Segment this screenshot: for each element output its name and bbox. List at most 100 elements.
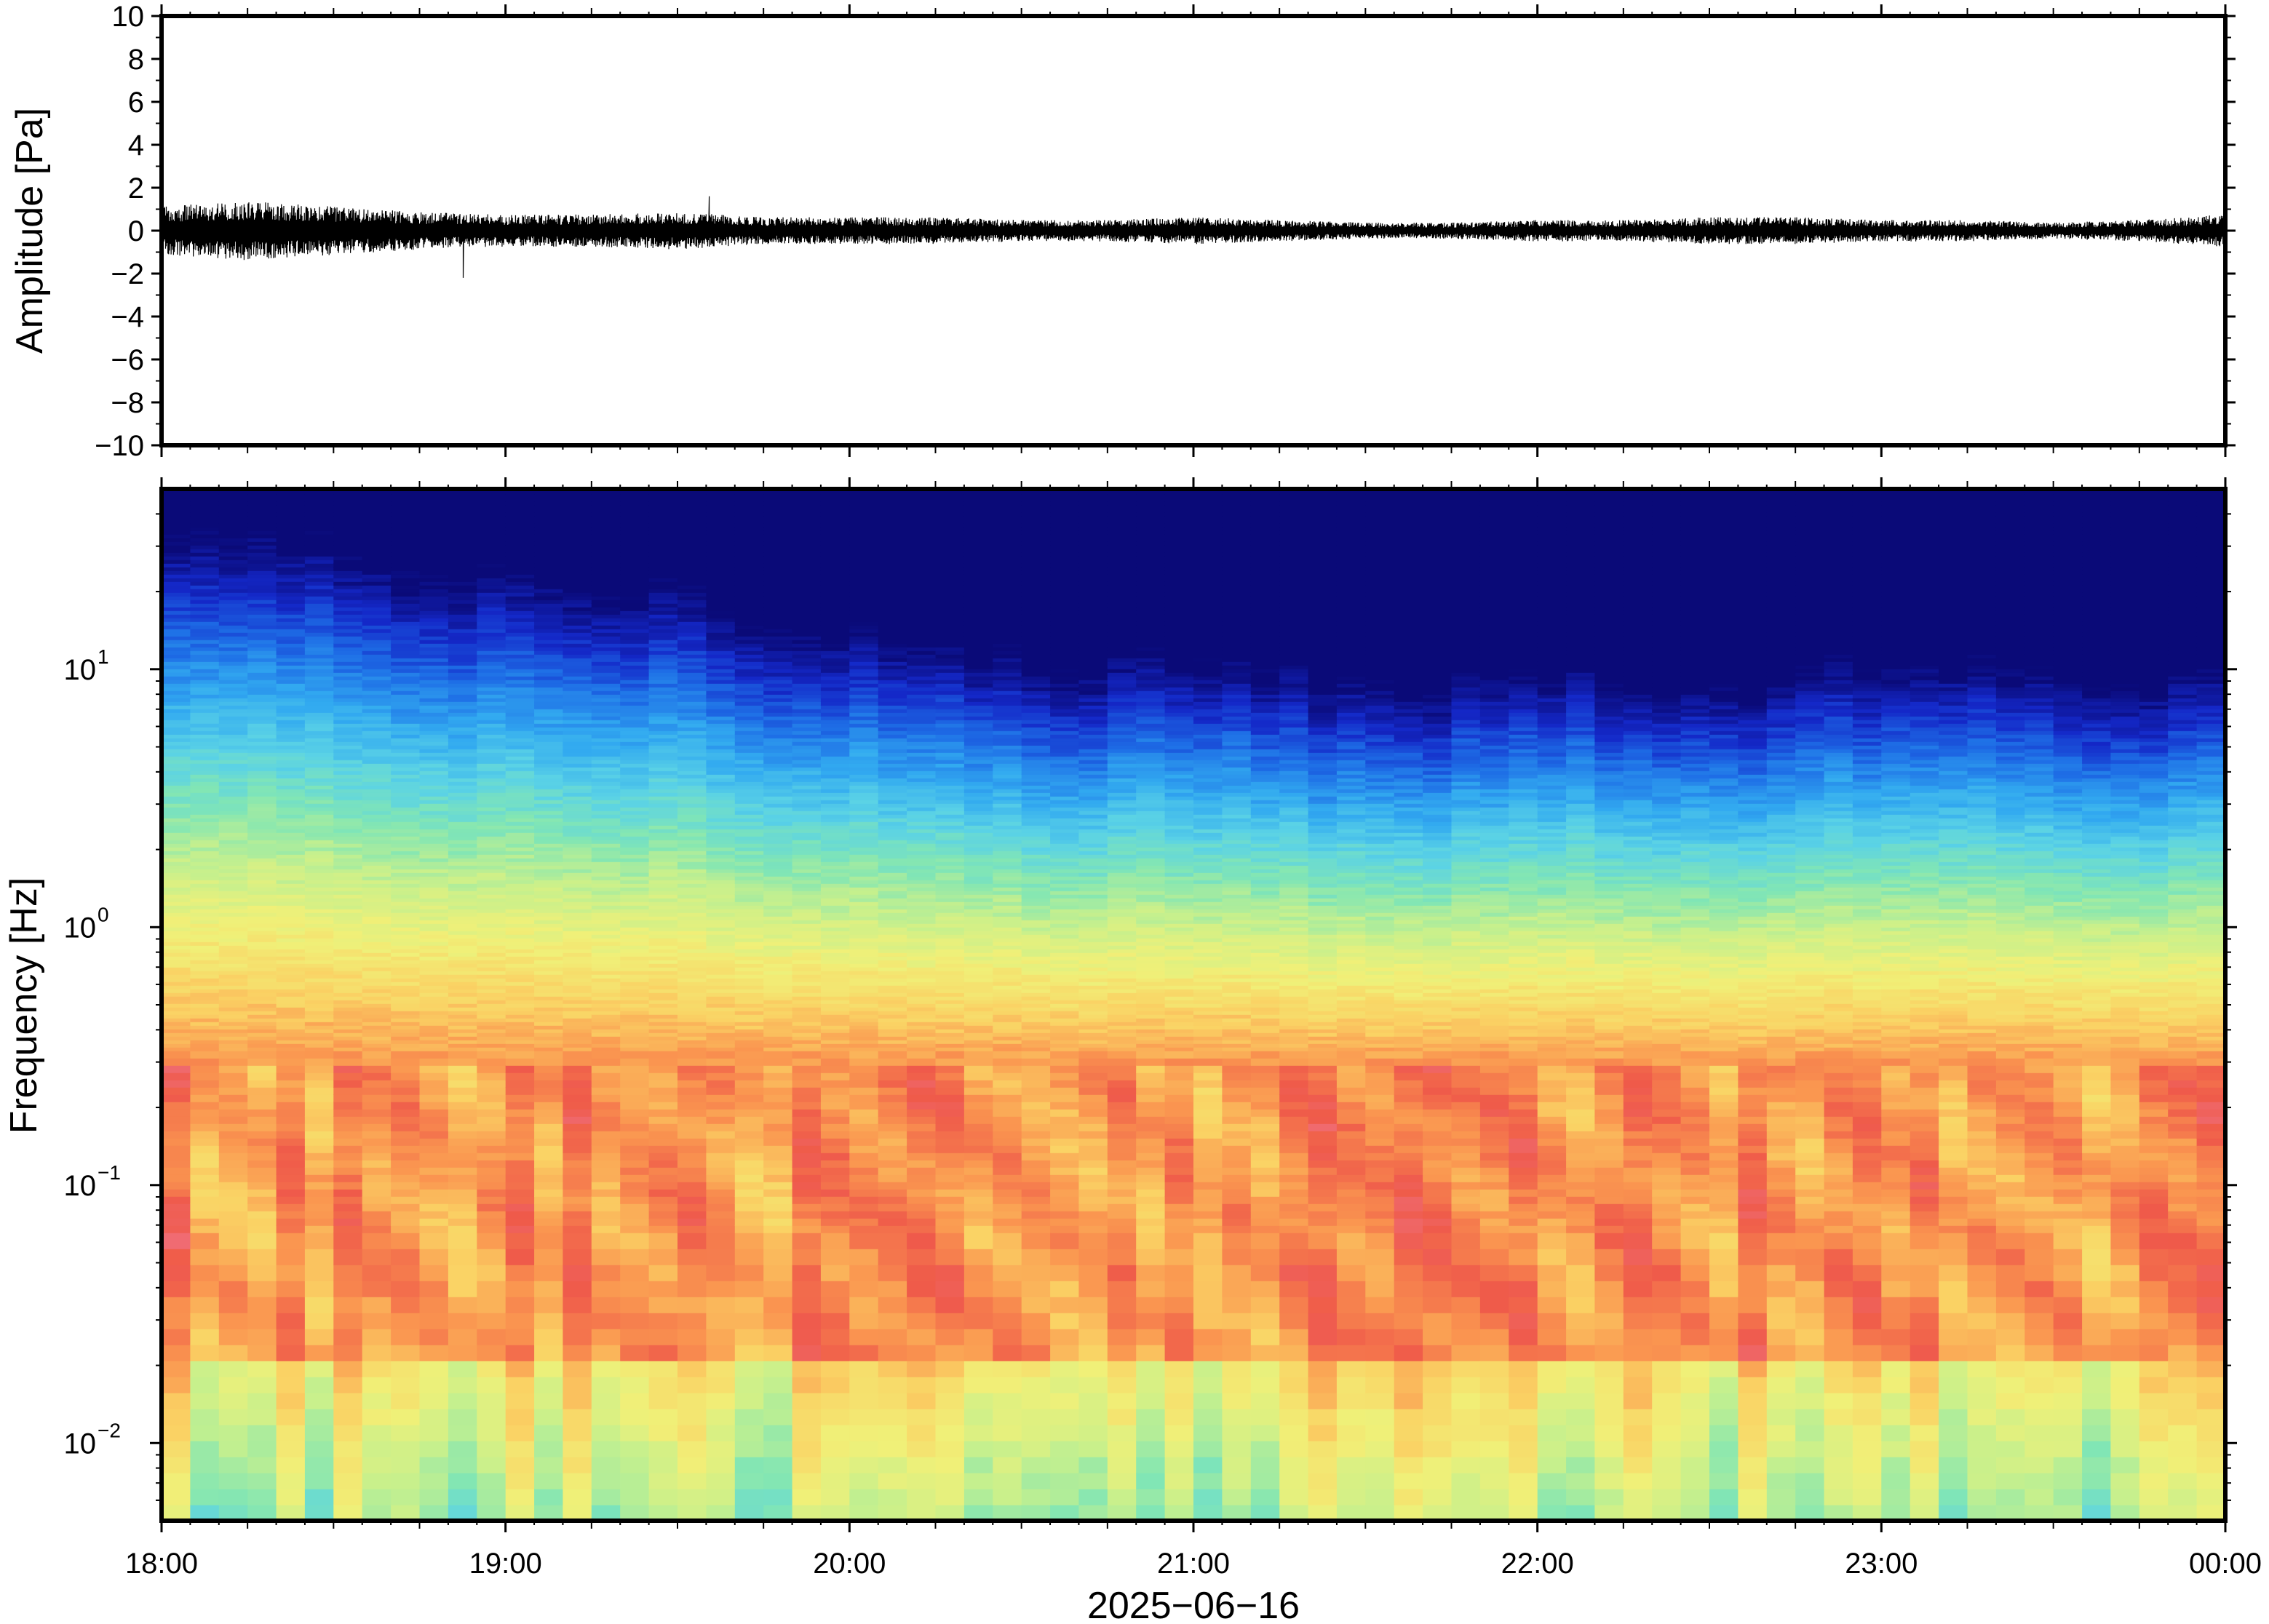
spectrogram-cell — [162, 938, 191, 942]
spectrogram-cell — [219, 960, 248, 964]
spectrogram-cell — [506, 814, 535, 819]
spectrogram-cell — [792, 509, 822, 513]
spectrogram-cell — [821, 1233, 850, 1249]
spectrogram-cell — [563, 1029, 592, 1033]
spectrogram-cell — [219, 836, 248, 840]
spectrogram-cell — [362, 1036, 392, 1040]
spectrogram-cell — [792, 763, 822, 768]
spectrogram-cell — [162, 960, 191, 964]
spectrogram-cell — [563, 1087, 592, 1095]
spectrogram-cell — [706, 985, 735, 990]
spectrogram-cell — [333, 1011, 362, 1015]
spectrogram-cell — [277, 952, 306, 957]
spectrogram-cell — [190, 982, 219, 986]
spectrogram-cell — [190, 1189, 219, 1197]
spectrogram-cell — [735, 1000, 764, 1004]
spectrogram-cell — [277, 694, 306, 698]
spectrogram-cell — [620, 716, 649, 720]
spectrogram-cell — [563, 982, 592, 986]
spectrogram-cell — [706, 785, 735, 789]
spectrogram-cell — [620, 734, 649, 739]
spectrogram-cell — [821, 1116, 850, 1124]
spectrogram-cell — [162, 796, 191, 800]
spectrogram-cell — [763, 876, 792, 880]
spectrogram-cell — [277, 509, 306, 513]
spectrogram-cell — [620, 516, 649, 520]
spectrogram-cell — [477, 861, 506, 866]
spectrogram-cell — [506, 1065, 535, 1073]
spectrogram-cell — [792, 1182, 822, 1190]
spectrogram-cell — [763, 581, 792, 586]
spectrogram-cell — [821, 843, 850, 848]
spectrogram-cell — [219, 781, 248, 786]
spectrogram-cell — [735, 887, 764, 891]
spectrogram-cell — [821, 1203, 850, 1211]
spectrogram-cell — [763, 967, 792, 971]
spectrogram-cell — [162, 821, 191, 826]
spectrogram-cell — [534, 956, 563, 960]
spectrogram-cell — [649, 774, 678, 779]
spectrogram-cell — [362, 676, 392, 680]
spectrogram-cell — [162, 530, 191, 535]
spectrogram-cell — [391, 1040, 420, 1044]
spectrogram-cell — [763, 1153, 792, 1161]
spectrogram-cell — [247, 1457, 277, 1473]
spectrogram-cell — [190, 887, 219, 891]
spectrogram-cell — [706, 938, 735, 942]
spectrogram-cell — [190, 563, 219, 568]
spectrogram-cell — [706, 829, 735, 833]
spectrogram-cell — [333, 916, 362, 920]
spectrogram-cell — [534, 1313, 563, 1329]
spectrogram-cell — [620, 1036, 649, 1040]
spectrogram-cell — [162, 847, 191, 851]
spectrogram-cell — [362, 938, 392, 942]
spectrogram-cell — [506, 901, 535, 906]
spectrogram-cell — [477, 516, 506, 520]
spectrogram-cell — [534, 861, 563, 866]
spectrogram-cell — [506, 723, 535, 728]
spectrogram-cell — [477, 967, 506, 971]
spectrogram-cell — [735, 847, 764, 851]
spectrogram-cell — [305, 607, 334, 611]
spectrogram-cell — [333, 636, 362, 640]
spectrogram-cell — [391, 781, 420, 786]
spectrogram-cell — [792, 1014, 822, 1019]
spectrogram-cell — [506, 585, 535, 589]
spectrogram-cell — [649, 752, 678, 757]
spectrogram-cell — [506, 945, 535, 950]
spectrogram-cell — [506, 1138, 535, 1146]
spectrogram-cell — [391, 647, 420, 651]
spectrogram-cell — [420, 963, 449, 968]
spectrogram-cell — [333, 1361, 362, 1377]
spectrogram-cell — [333, 1218, 362, 1226]
spectrogram-cell — [247, 1297, 277, 1313]
spectrogram-cell — [563, 574, 592, 578]
spectrogram-cell — [649, 1297, 678, 1313]
spectrogram-cell — [592, 1457, 621, 1473]
spectrogram-cell — [677, 1123, 707, 1131]
spectrogram-cell — [420, 1007, 449, 1011]
spectrogram-cell — [247, 927, 277, 931]
spectrogram-cell — [706, 1043, 735, 1048]
spectrogram-cell — [763, 1167, 792, 1175]
spectrogram-cell — [763, 1058, 792, 1066]
spectrogram-cell — [333, 909, 362, 913]
spectrogram-cell — [362, 716, 392, 720]
spectrogram-cell — [391, 1029, 420, 1033]
spectrogram-cell — [506, 581, 535, 586]
spectrogram-cell — [247, 1116, 277, 1124]
spectrogram-cell — [162, 971, 191, 975]
spectrogram-cell — [333, 851, 362, 855]
spectrogram-cell — [219, 1329, 248, 1345]
spectrogram-cell — [247, 690, 277, 695]
spectrogram-cell — [219, 625, 248, 629]
spectrogram-cell — [649, 760, 678, 764]
spectrogram-cell — [649, 872, 678, 877]
spectrogram-cell — [592, 592, 621, 597]
spectrogram-cell — [277, 676, 306, 680]
spectrogram-cell — [534, 792, 563, 797]
spectrogram-cell — [277, 1167, 306, 1175]
spectrogram-cell — [763, 963, 792, 968]
spectrogram-cell — [477, 898, 506, 902]
spectrogram-cell — [563, 505, 592, 509]
